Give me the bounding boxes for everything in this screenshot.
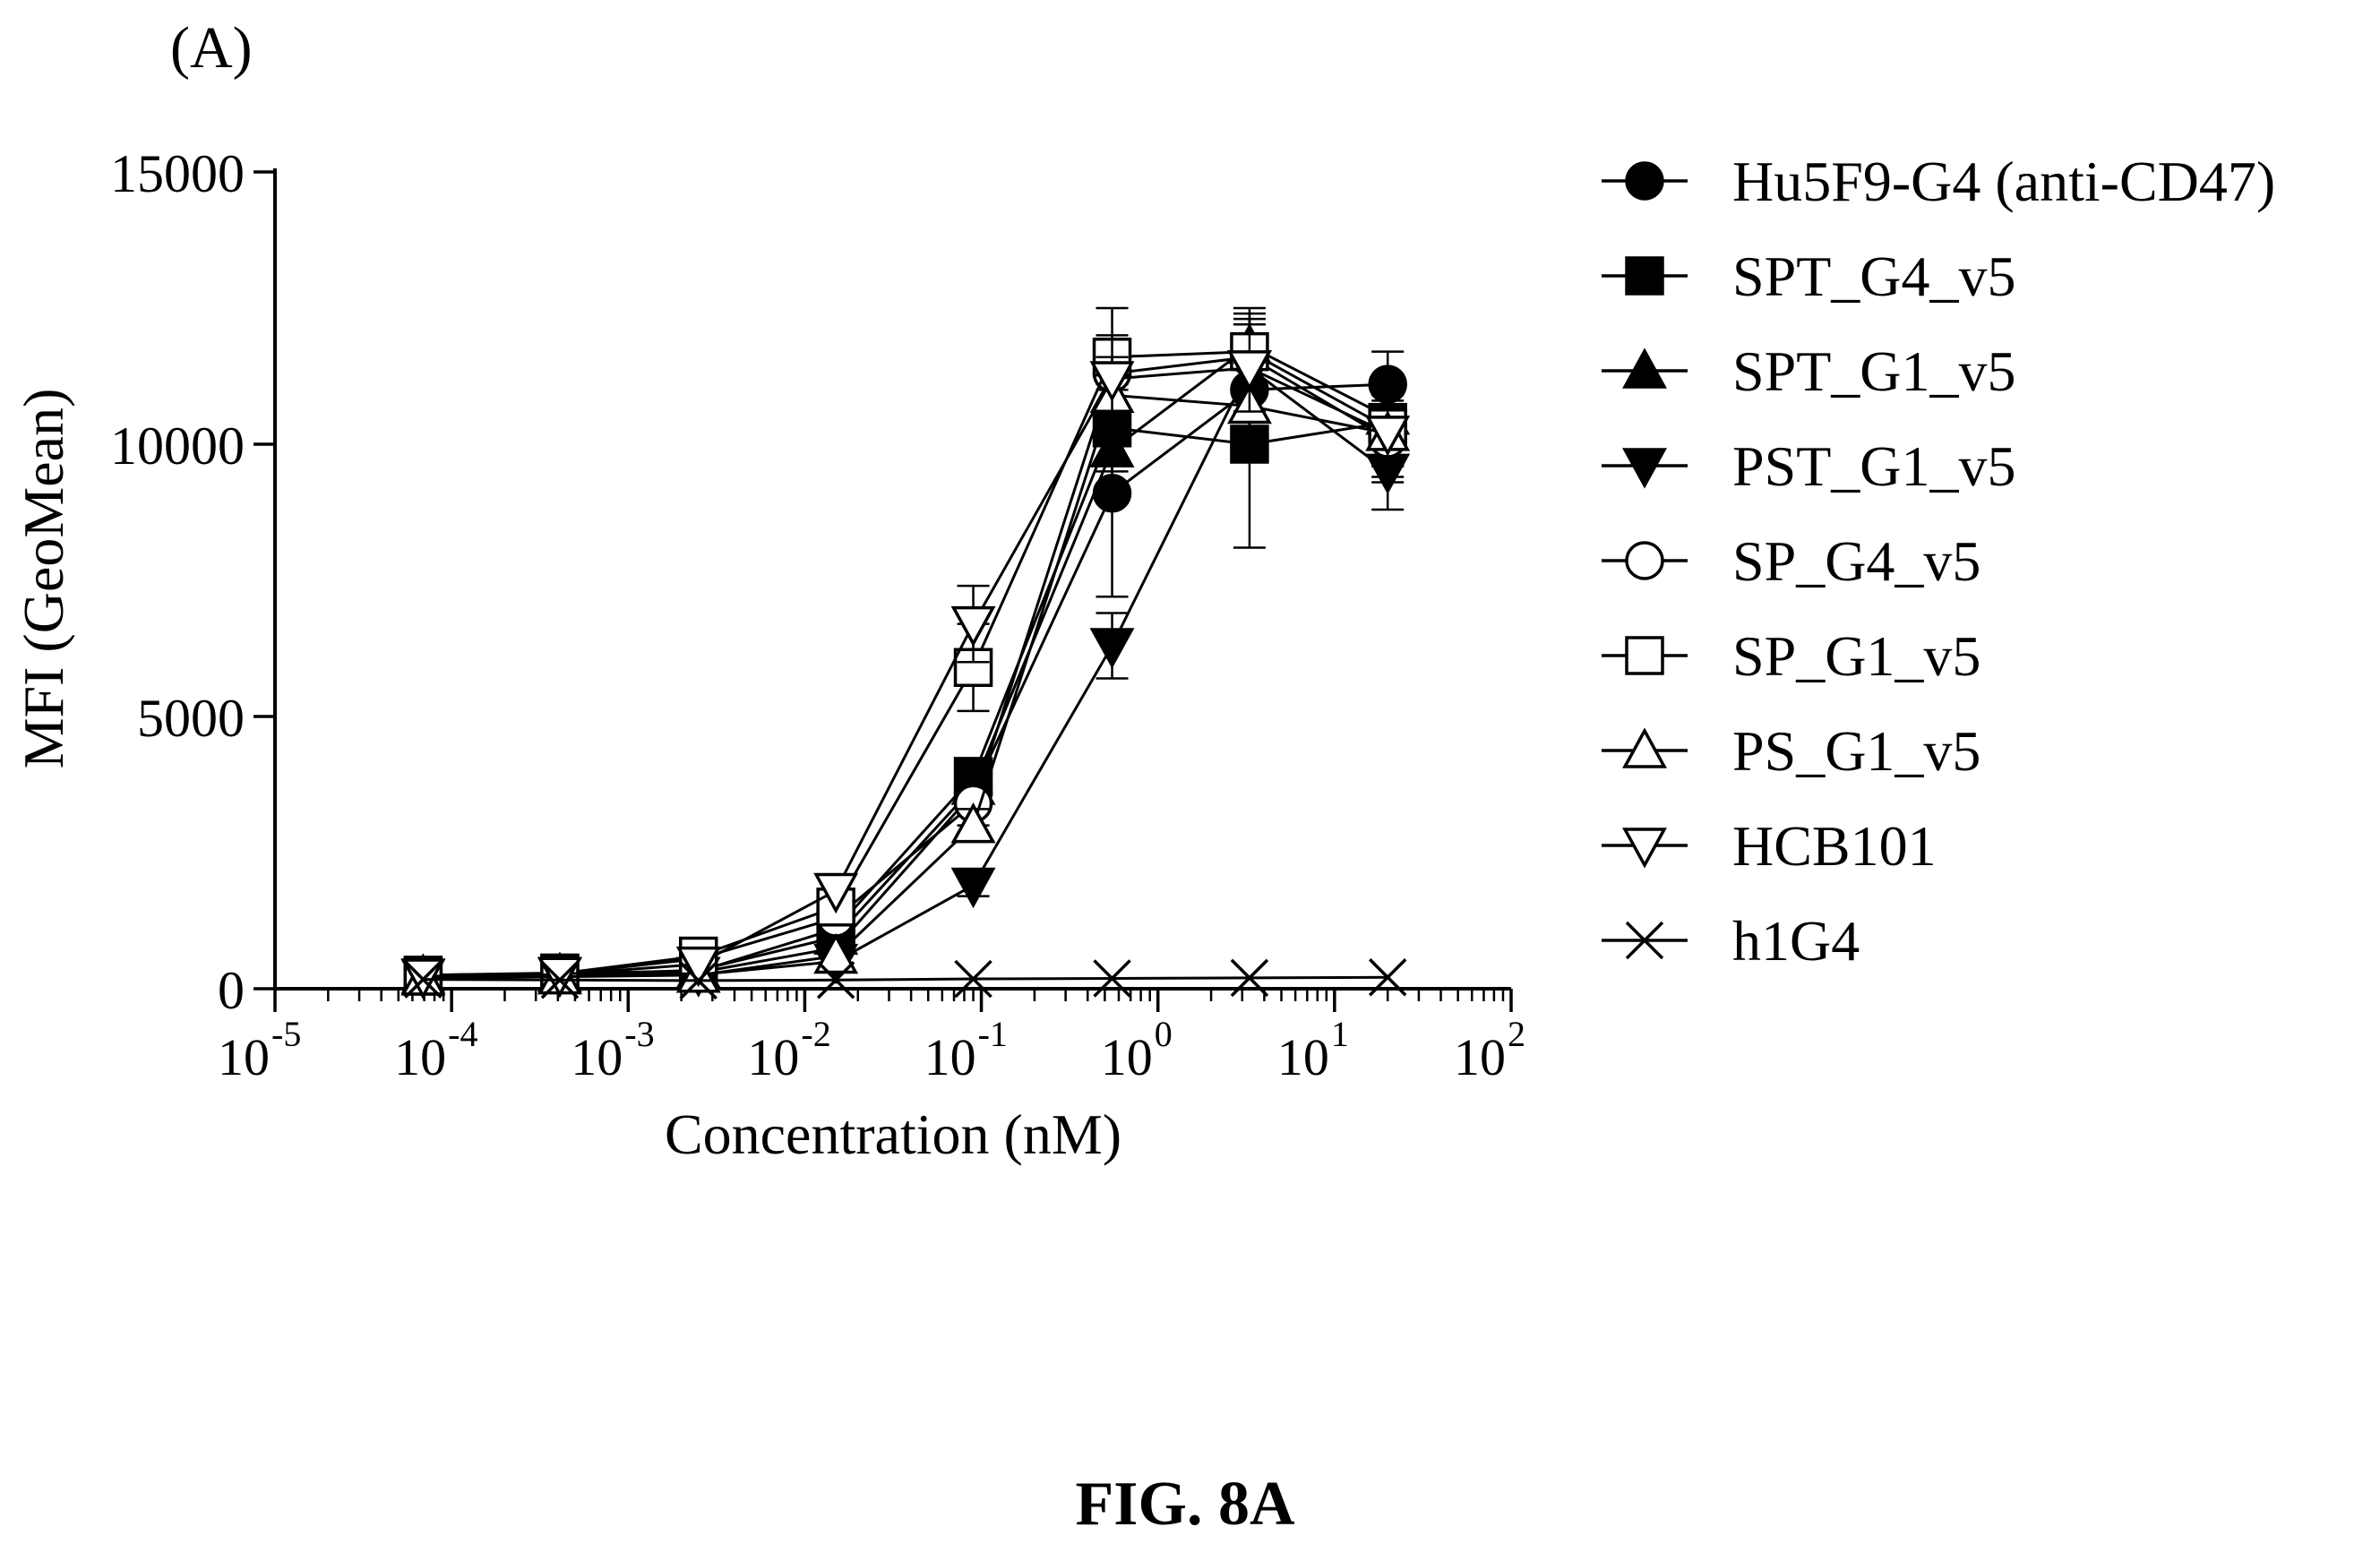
x-tick-label-exponent: 1	[1331, 1014, 1349, 1054]
x-axis-ticks: 10 -5 10 -4 10 -3 10 -2 10 -1 10 0 10 1 10 2	[218, 989, 1525, 1086]
series-layer	[400, 306, 1411, 1000]
legend-marker	[1622, 727, 1667, 768]
legend-item: PST_G1_v5	[1602, 434, 2016, 498]
legend-item: Hu5F9-G4 (anti-CD47)	[1602, 150, 2275, 213]
x-tick-label: 10 -5	[218, 1014, 301, 1086]
series-h1g4	[404, 957, 1407, 1000]
data-point	[675, 946, 721, 988]
legend-label: SP_G1_v5	[1732, 624, 1980, 688]
legend-label: Hu5F9-G4 (anti-CD47)	[1732, 150, 2275, 213]
legend: Hu5F9-G4 (anti-CD47) SPT_G4_v5 SPT_G1_v5 PS…	[1602, 150, 2275, 973]
legend-label: SPT_G4_v5	[1732, 244, 2016, 308]
data-point	[1226, 350, 1272, 391]
series-line	[423, 350, 1388, 978]
legend-marker	[1622, 347, 1667, 389]
x-tick-label-base: 10	[571, 1028, 623, 1086]
data-point	[404, 960, 442, 999]
x-tick-label-exponent: -3	[624, 1014, 654, 1054]
series-line	[423, 382, 1388, 977]
data-point	[1089, 361, 1135, 402]
y-tick-label: 5000	[137, 689, 245, 748]
x-tick-label-base: 10	[747, 1028, 799, 1086]
data-point	[950, 867, 996, 909]
legend-marker	[1622, 828, 1667, 869]
data-point	[950, 802, 996, 844]
data-point	[954, 959, 992, 999]
legend-label: SPT_G1_v5	[1732, 339, 2016, 403]
legend-marker	[1625, 636, 1664, 675]
x-tick-label: 10 0	[1101, 1014, 1173, 1086]
data-point	[1089, 426, 1135, 467]
legend-item: PS_G1_v5	[1602, 719, 1980, 783]
legend-item: h1G4	[1602, 909, 1860, 973]
x-tick-label-base: 10	[394, 1028, 446, 1086]
x-tick-label-exponent: -1	[978, 1014, 1008, 1054]
legend-marker	[1625, 921, 1664, 960]
x-tick-label-base: 10	[924, 1028, 976, 1086]
legend-item: SPT_G1_v5	[1602, 339, 2016, 403]
x-tick-label: 10 2	[1454, 1014, 1525, 1086]
data-point	[540, 961, 580, 999]
legend-marker	[1625, 541, 1664, 580]
series-line	[423, 393, 1388, 980]
data-point	[537, 956, 582, 998]
y-axis-label: MFI (GeoMean)	[12, 389, 75, 769]
data-point	[816, 961, 855, 999]
x-tick-label: 10 -3	[571, 1014, 654, 1086]
x-tick-label-exponent: 2	[1508, 1014, 1525, 1054]
x-tick-label-base: 10	[1101, 1028, 1153, 1086]
series-spt-g4-v5	[403, 339, 1407, 995]
panel-label: (A)	[170, 15, 253, 81]
x-axis-label: Concentration (nM)	[665, 1102, 1121, 1166]
legend-label: h1G4	[1732, 909, 1860, 973]
data-point	[950, 605, 996, 648]
x-tick-label: 10 1	[1277, 1014, 1349, 1086]
x-tick-label-exponent: -4	[448, 1014, 477, 1054]
legend-item: HCB101	[1602, 814, 1937, 878]
series-line	[423, 421, 1388, 977]
data-point	[679, 961, 717, 1000]
x-tick-label: 10 -2	[747, 1014, 830, 1086]
series-line	[423, 366, 1388, 978]
data-point	[1089, 628, 1135, 669]
y-tick-label: 15000	[110, 144, 245, 203]
y-tick-label: 0	[218, 961, 245, 1020]
x-tick-label: 10 -1	[924, 1014, 1008, 1086]
data-point	[1230, 958, 1269, 998]
legend-marker	[1625, 161, 1664, 201]
legend-label: HCB101	[1732, 814, 1937, 878]
x-tick-label-exponent: -2	[801, 1014, 830, 1054]
legend-label: PST_G1_v5	[1732, 434, 2016, 498]
y-tick-label: 10000	[110, 416, 245, 476]
data-point	[1093, 959, 1131, 998]
data-point	[813, 932, 859, 974]
legend-marker	[1625, 256, 1664, 296]
x-tick-label-base: 10	[1454, 1028, 1506, 1086]
x-tick-label-exponent: 0	[1155, 1014, 1173, 1054]
series-hcb101	[400, 322, 1411, 999]
legend-marker	[1622, 448, 1667, 489]
legend-item: SP_G1_v5	[1602, 624, 1980, 688]
data-point	[1368, 957, 1407, 997]
legend-label: SP_G4_v5	[1732, 529, 1980, 593]
data-point	[1365, 416, 1411, 457]
legend-item: SP_G4_v5	[1602, 529, 1980, 593]
x-tick-label-base: 10	[1277, 1028, 1329, 1086]
legend-label: PS_G1_v5	[1732, 719, 1980, 783]
x-tick-label-base: 10	[218, 1028, 270, 1086]
x-tick-label: 10 -4	[394, 1014, 477, 1086]
legend-item: SPT_G4_v5	[1602, 244, 2016, 308]
data-point	[813, 872, 859, 914]
y-axis-ticks: 0 5000 10000 15000	[110, 144, 275, 1020]
series-line	[423, 975, 1388, 982]
x-tick-label-exponent: -5	[271, 1014, 301, 1054]
figure-caption: FIG. 8A	[1076, 1470, 1295, 1539]
series-line	[423, 365, 1389, 979]
